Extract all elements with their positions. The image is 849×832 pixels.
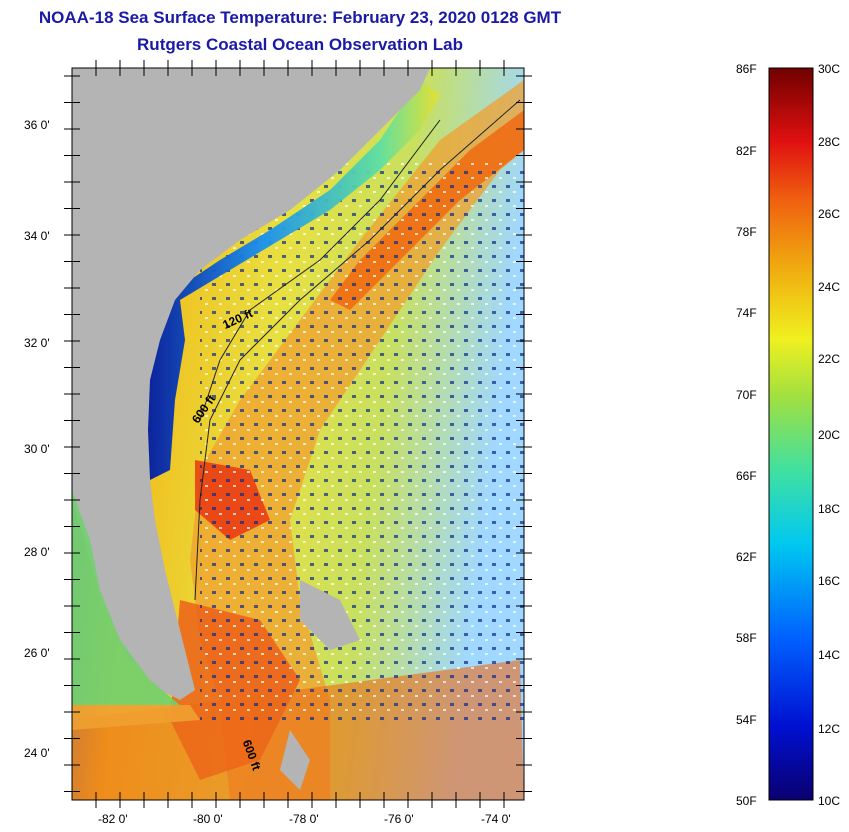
scale-f-label: 66F — [736, 469, 757, 483]
island — [300, 580, 360, 650]
map-subtitle: Rutgers Coastal Ocean Observation Lab — [137, 35, 463, 54]
lat-label: 24 0' — [24, 746, 50, 760]
scale-f-label: 50F — [736, 794, 757, 808]
scale-c-label: 20C — [818, 428, 841, 442]
land-mass — [72, 68, 430, 700]
lon-label: -80 0' — [193, 812, 223, 826]
scale-c-label: 18C — [818, 502, 841, 516]
scale-c-label: 30C — [818, 62, 841, 76]
scale-f-label: 86F — [736, 62, 757, 76]
scale-f-label: 54F — [736, 713, 757, 727]
scale-c-label: 22C — [818, 352, 841, 366]
scale-f-label: 62F — [736, 550, 757, 564]
scale-c-label: 24C — [818, 280, 841, 294]
lon-label: -76 0' — [384, 812, 414, 826]
scale-f-label: 74F — [736, 306, 757, 320]
scale-f-label: 70F — [736, 388, 757, 402]
scale-c-label: 14C — [818, 648, 841, 662]
scale-f-label: 82F — [736, 144, 757, 158]
map-frame — [71, 67, 525, 801]
lon-label: -78 0' — [289, 812, 319, 826]
lat-label: 34 0' — [24, 229, 50, 243]
scale-c-label: 16C — [818, 574, 841, 588]
scale-c-label: 10C — [818, 794, 841, 808]
lat-label: 26 0' — [24, 646, 50, 660]
lat-label: 28 0' — [24, 545, 50, 559]
scale-c-label: 26C — [818, 207, 841, 221]
lat-label: 30 0' — [24, 442, 50, 456]
scale-f-label: 58F — [736, 631, 757, 645]
color-scale-bar — [768, 67, 814, 801]
scale-c-label: 12C — [818, 722, 841, 736]
scale-f-label: 78F — [736, 225, 757, 239]
lon-label: -82 0' — [98, 812, 128, 826]
isobath-line — [199, 119, 441, 421]
scale-c-label: 28C — [818, 135, 841, 149]
lat-label: 36 0' — [24, 118, 50, 132]
lon-label: -74 0' — [481, 812, 511, 826]
map-title: NOAA-18 Sea Surface Temperature: Februar… — [38, 8, 562, 27]
lat-label: 32 0' — [24, 336, 50, 350]
coastal-cold-band — [145, 80, 440, 480]
